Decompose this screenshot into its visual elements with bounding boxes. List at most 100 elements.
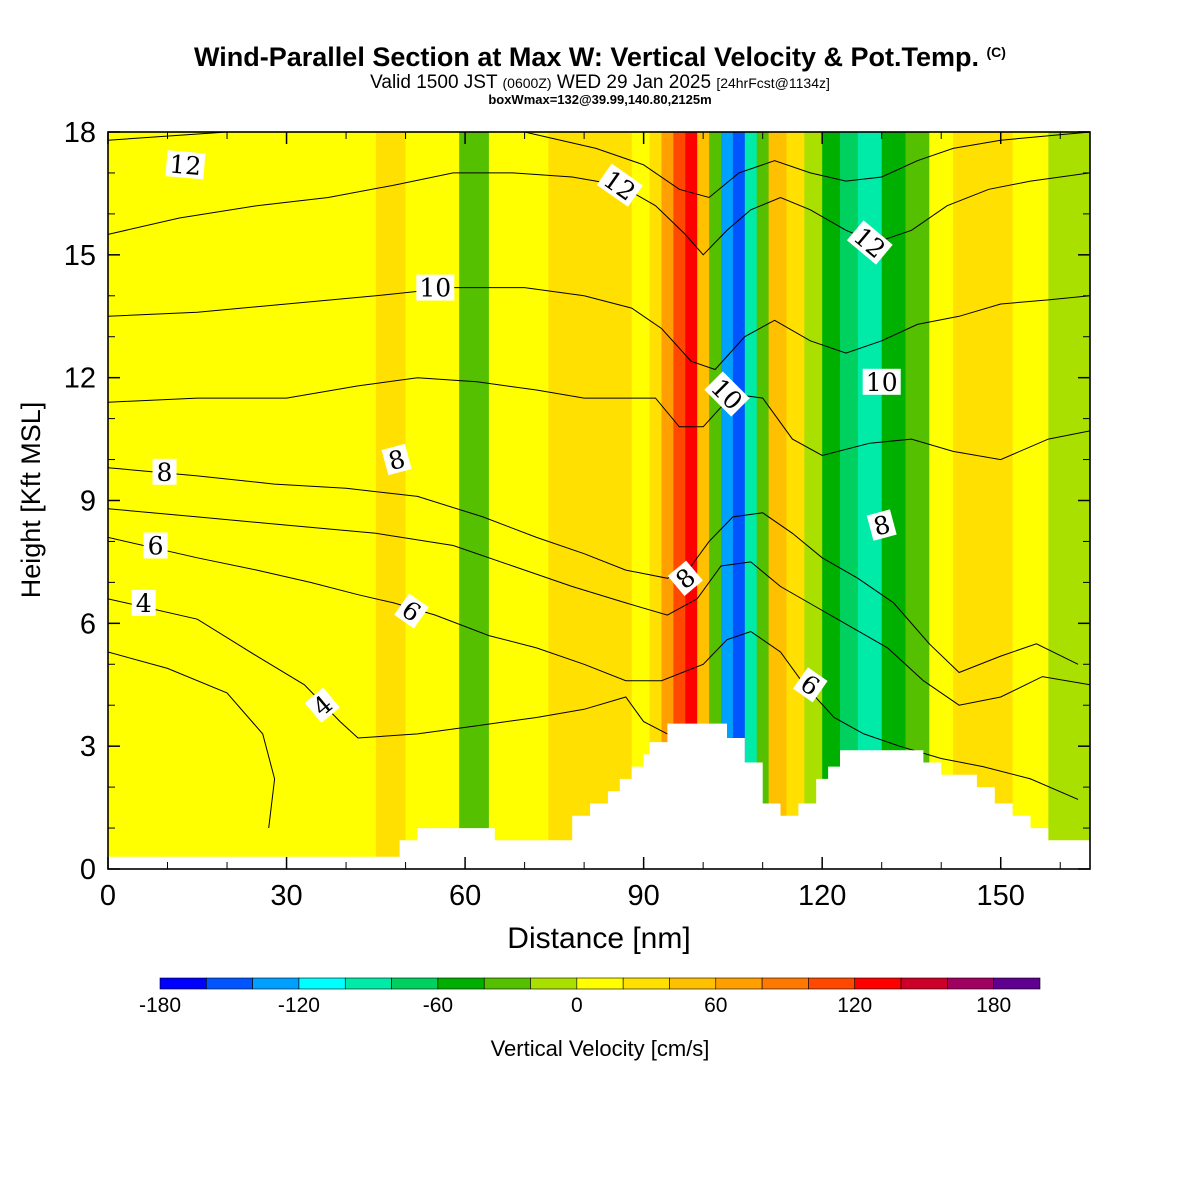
contour-label-box	[152, 458, 177, 485]
chart-title: Wind-Parallel Section at Max W: Vertical…	[0, 42, 1200, 73]
valid-time: Valid 1500 JST (0600Z) WED 29 Jan 2025 […	[0, 72, 1200, 94]
velocity-band	[286, 132, 311, 869]
chart-title-text: Wind-Parallel Section at Max W: Vertical…	[194, 42, 979, 72]
colorbar-swatch	[576, 977, 624, 990]
colorbar-tick-label: 180	[976, 994, 1011, 1017]
isentrope-line	[108, 377, 1090, 461]
terrain-fill	[108, 723, 1090, 869]
x-tick-label: 30	[270, 880, 302, 912]
isentrope-line	[108, 508, 1090, 706]
contour-label: 10	[862, 368, 901, 397]
velocity-band	[459, 132, 490, 869]
colorbar-tick-label: -180	[139, 994, 181, 1017]
colorbar-swatch	[391, 977, 439, 990]
valid-prefix: Valid 1500 JST	[370, 72, 498, 93]
velocity-band	[953, 132, 984, 869]
contour-label-box	[866, 509, 897, 541]
colorbar-swatch	[947, 977, 994, 990]
isentrope-line	[108, 536, 1079, 800]
velocity-band	[929, 132, 954, 869]
isentrope-line	[524, 132, 1090, 199]
terrain-mask	[108, 723, 1090, 869]
contour-label-box	[394, 593, 429, 629]
velocity-band	[673, 132, 686, 869]
colorbar-swatch	[483, 977, 531, 990]
velocity-band	[310, 132, 377, 869]
colorbar-tick-label: 0	[571, 994, 583, 1017]
contour-label-text: 12	[168, 149, 202, 181]
contour-label-box	[596, 163, 643, 207]
colorbar-swatch	[298, 977, 346, 990]
colorbar-swatch	[437, 977, 485, 990]
velocity-band	[905, 132, 930, 869]
colorbar-swatch	[530, 977, 578, 990]
contour-label-box	[667, 560, 703, 596]
velocity-band	[209, 132, 288, 869]
contour-label-box	[704, 371, 750, 417]
valid-date: WED 29 Jan 2025	[556, 72, 712, 93]
contour-label-text: 10	[419, 274, 451, 303]
isentrope-line	[108, 651, 276, 829]
contour-label: 8	[152, 458, 177, 487]
forecast-info: [24hrFcst@1134z]	[716, 75, 830, 91]
colorbar-swatch	[344, 977, 392, 990]
box-wmax-info: boxWmax=132@39.99,140.80,2125m	[488, 92, 712, 107]
contour-label-text: 6	[148, 532, 164, 561]
x-tick-label: 90	[628, 880, 660, 912]
velocity-band	[488, 132, 514, 869]
contour-label-box	[304, 687, 340, 723]
colorbar-label: Vertical Velocity [cm/s]	[490, 1036, 710, 1061]
contour-label: 8	[381, 443, 412, 476]
colorbar-swatch	[622, 977, 670, 990]
velocity-band	[685, 132, 698, 869]
x-tick-label: 60	[449, 880, 481, 912]
colorbar-swatch	[669, 977, 717, 990]
isentrope-line	[108, 172, 1090, 256]
contour-label-box	[143, 532, 168, 559]
colorbar-swatch	[993, 977, 1041, 990]
contour-label-text: 8	[157, 458, 173, 487]
contour-label-box	[165, 150, 206, 180]
y-axis-title: Height [Kft MSL]	[16, 402, 46, 599]
contour-label: 10	[416, 274, 455, 303]
velocity-band	[631, 132, 651, 869]
axes: 0 30 60 90 120 150 0 3 6 9 12 15 18	[64, 117, 1090, 912]
velocity-band	[375, 132, 407, 869]
contour-label: 8	[866, 509, 897, 542]
colorbar-tick-label: 120	[837, 994, 872, 1017]
colorbar-swatch	[808, 977, 856, 990]
velocity-band	[596, 132, 633, 869]
y-tick-label: 0	[80, 854, 96, 886]
contour-label-box	[381, 443, 412, 476]
contour-label-text: 4	[136, 589, 152, 618]
velocity-band	[161, 132, 210, 869]
colorbar-swatch	[854, 977, 902, 990]
colorbar-swatch	[715, 977, 763, 990]
contour-label: 4	[131, 589, 156, 618]
velocity-band	[982, 132, 1014, 869]
colorbar-swatch	[252, 977, 300, 990]
velocity-band	[756, 132, 770, 869]
contour-label-box	[416, 274, 455, 301]
valid-utc: (0600Z)	[502, 75, 552, 91]
contour-label-text: 10	[866, 368, 898, 397]
velocity-band	[840, 132, 859, 869]
velocity-band	[721, 132, 734, 869]
velocity-band	[786, 132, 805, 869]
contour-label-box	[793, 667, 828, 703]
colorbar-swatch	[761, 977, 809, 990]
contour-label-box	[862, 368, 901, 395]
velocity-band	[512, 132, 549, 869]
contour-label-text: 8	[870, 510, 893, 542]
velocity-band	[1012, 132, 1049, 869]
contour-label-box	[131, 589, 156, 616]
isentrope-line	[108, 287, 1090, 371]
velocity-shading	[108, 132, 1090, 869]
copyright-mark: (C)	[986, 44, 1006, 60]
isentrope-line	[108, 598, 668, 739]
y-tick-label: 6	[80, 608, 96, 640]
colorbar-tick-label: -60	[423, 994, 453, 1017]
y-tick-label: 9	[80, 486, 96, 518]
isentrope-line	[108, 467, 1079, 674]
velocity-band	[661, 132, 674, 869]
